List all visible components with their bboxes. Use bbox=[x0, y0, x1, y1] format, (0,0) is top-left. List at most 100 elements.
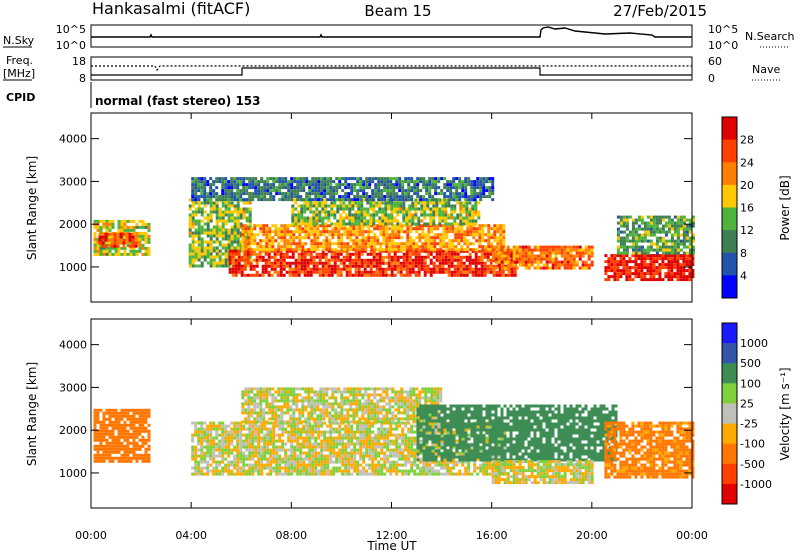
power-cell bbox=[506, 248, 510, 252]
power-cell bbox=[188, 231, 192, 235]
power-cell bbox=[634, 263, 638, 267]
velocity-cell bbox=[272, 433, 276, 437]
velocity-cell bbox=[311, 445, 315, 449]
velocity-cell bbox=[269, 472, 273, 476]
velocity-cell bbox=[212, 421, 216, 425]
power-cell bbox=[332, 195, 336, 199]
velocity-cell bbox=[197, 448, 201, 452]
power-cell bbox=[119, 238, 123, 242]
power-cell bbox=[221, 213, 225, 217]
velocity-cell bbox=[308, 469, 312, 473]
power-cell bbox=[685, 254, 689, 258]
power-cell bbox=[387, 201, 391, 205]
velocity-cell bbox=[347, 442, 351, 446]
velocity-cell bbox=[191, 421, 195, 425]
power-cell bbox=[393, 204, 397, 208]
velocity-cell bbox=[200, 454, 204, 458]
velocity-cell bbox=[254, 439, 258, 443]
power-cell bbox=[655, 242, 659, 246]
power-cell bbox=[387, 198, 391, 202]
power-cell bbox=[303, 216, 307, 220]
power-cell bbox=[500, 260, 504, 264]
power-cell bbox=[434, 177, 438, 181]
velocity-cell bbox=[335, 466, 339, 470]
power-cell bbox=[515, 254, 519, 258]
power-cell bbox=[253, 248, 257, 252]
power-cell bbox=[348, 213, 352, 217]
power-cell bbox=[236, 246, 240, 250]
power-cell bbox=[454, 239, 458, 243]
power-cell bbox=[221, 222, 225, 226]
velocity-cell bbox=[323, 430, 327, 434]
velocity-cell bbox=[191, 448, 195, 452]
power-cell bbox=[566, 263, 570, 267]
power-cell bbox=[631, 248, 635, 252]
power-cell bbox=[248, 234, 252, 238]
power-cell bbox=[399, 264, 403, 268]
power-cell bbox=[411, 270, 415, 274]
power-cell bbox=[649, 254, 653, 258]
power-cell bbox=[93, 231, 97, 235]
power-cell bbox=[383, 189, 387, 193]
power-cell bbox=[123, 234, 127, 238]
velocity-cell bbox=[263, 451, 267, 455]
velocity-cell bbox=[338, 433, 342, 437]
velocity-cell bbox=[338, 427, 342, 431]
power-cell bbox=[134, 238, 138, 242]
power-cell bbox=[320, 183, 324, 187]
power-cell bbox=[324, 258, 328, 262]
velocity-cell bbox=[296, 427, 300, 431]
velocity-cell bbox=[278, 472, 282, 476]
power-cell bbox=[350, 177, 354, 181]
power-cell bbox=[643, 275, 647, 279]
power-cell bbox=[279, 273, 283, 277]
power-cell bbox=[358, 233, 362, 237]
power-cell bbox=[245, 177, 249, 181]
power-cell bbox=[286, 227, 290, 231]
power-cell bbox=[634, 221, 638, 225]
power-cell bbox=[640, 236, 644, 240]
beam-title: Beam 15 bbox=[364, 2, 431, 20]
power-cell bbox=[303, 222, 307, 226]
power-cell bbox=[301, 227, 305, 231]
power-cell bbox=[434, 189, 438, 193]
velocity-cell bbox=[257, 466, 261, 470]
power-cell bbox=[378, 258, 382, 262]
velocity-cell bbox=[263, 454, 267, 458]
power-cell bbox=[197, 231, 201, 235]
power-cell bbox=[333, 261, 337, 265]
power-cell bbox=[464, 177, 468, 181]
power-cell bbox=[188, 258, 192, 262]
velocity-cell bbox=[102, 435, 106, 439]
power-cell bbox=[230, 195, 234, 199]
power-cell bbox=[499, 242, 503, 246]
power-cell bbox=[557, 251, 561, 255]
power-cell bbox=[313, 227, 317, 231]
power-cell bbox=[667, 254, 671, 258]
power-cell bbox=[343, 248, 347, 252]
power-cell bbox=[218, 261, 222, 265]
power-cell bbox=[443, 186, 447, 190]
power-cell bbox=[610, 257, 614, 261]
power-cell bbox=[394, 224, 398, 228]
power-cell bbox=[197, 198, 201, 202]
power-cell bbox=[640, 248, 644, 252]
velocity-cell bbox=[245, 457, 249, 461]
power-cell bbox=[462, 273, 466, 277]
velocity-cell bbox=[126, 435, 130, 439]
power-cell bbox=[413, 186, 417, 190]
power-cell bbox=[670, 278, 674, 282]
power-cell bbox=[643, 272, 647, 276]
velocity-cell bbox=[260, 439, 264, 443]
power-cell bbox=[257, 195, 261, 199]
power-cell bbox=[493, 227, 497, 231]
power-cell bbox=[670, 224, 674, 228]
power-cell bbox=[655, 266, 659, 270]
power-cell bbox=[283, 230, 287, 234]
power-cell bbox=[288, 261, 292, 265]
velocity-cell bbox=[254, 469, 258, 473]
power-cell bbox=[625, 236, 629, 240]
power-cell bbox=[227, 234, 231, 238]
velocity-cell bbox=[338, 424, 342, 428]
velocity-cell bbox=[284, 460, 288, 464]
